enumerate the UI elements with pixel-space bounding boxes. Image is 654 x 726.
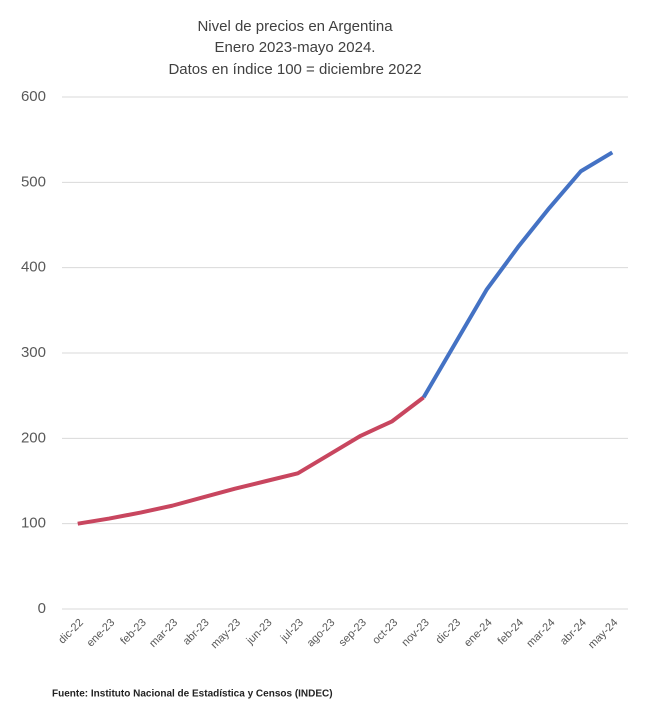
x-tick-label: dic-22 xyxy=(56,617,86,647)
x-tick-label: mar-24 xyxy=(524,617,557,650)
x-tick-label: jul-23 xyxy=(278,617,306,645)
chart-title: Nivel de precios en Argentina xyxy=(197,18,393,35)
x-tick-label: abr-24 xyxy=(558,617,589,648)
y-tick-label: 200 xyxy=(21,429,46,446)
x-tick-label: may-23 xyxy=(209,617,243,651)
line-series xyxy=(77,395,425,526)
x-tick-label: mar-23 xyxy=(147,617,180,650)
y-tick-label: 300 xyxy=(21,344,46,361)
x-tick-label: jun-23 xyxy=(244,617,275,648)
y-tick-label: 500 xyxy=(21,173,46,190)
x-tick-label: sep-23 xyxy=(337,617,369,649)
y-tick-label: 400 xyxy=(21,259,46,276)
line-series xyxy=(421,150,614,399)
x-tick-label: oct-23 xyxy=(370,617,400,647)
x-tick-label: nov-23 xyxy=(400,617,432,649)
x-tick-label: ene-23 xyxy=(85,617,118,650)
x-tick-label: dic-23 xyxy=(434,617,464,647)
chart-title: Datos en índice 100 = diciembre 2022 xyxy=(168,61,421,78)
x-tick-label: feb-23 xyxy=(118,617,149,648)
x-tick-label: feb-24 xyxy=(496,617,527,648)
x-tick-label: may-24 xyxy=(586,617,620,651)
y-tick-label: 600 xyxy=(21,88,46,105)
y-tick-label: 100 xyxy=(21,515,46,532)
chart-title: Enero 2023-mayo 2024. xyxy=(215,39,376,56)
x-tick-label: abr-23 xyxy=(181,617,212,648)
x-tick-label: ene-24 xyxy=(462,617,495,650)
source: Fuente: Instituto Nacional de Estadístic… xyxy=(52,689,333,700)
y-tick-label: 0 xyxy=(38,600,46,617)
x-tick-label: ago-23 xyxy=(305,617,338,650)
